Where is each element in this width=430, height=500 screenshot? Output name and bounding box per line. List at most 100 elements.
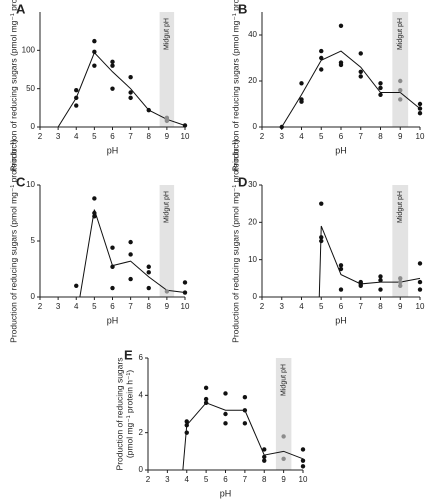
data-point [338, 62, 344, 68]
x-tick-label: 8 [378, 132, 383, 141]
data-point [417, 106, 423, 111]
data-point [92, 196, 97, 201]
data-point [398, 279, 403, 285]
x-tick-label: 10 [416, 132, 425, 141]
x-tick-label: 4 [185, 475, 190, 484]
data-point [279, 124, 284, 130]
data-point [338, 263, 344, 268]
panel: Midgut pH 2 3 4 5 6 7 8 9 10 0 10 20 30 pH Production o… [230, 139, 425, 343]
y-tick-label: 20 [248, 76, 257, 85]
x-tick-label: 4 [74, 302, 79, 311]
data-point [242, 421, 248, 426]
data-point [128, 90, 133, 95]
x-tick-label: 7 [128, 302, 133, 311]
x-tick-label: 2 [38, 132, 43, 141]
y-tick-label: 0 [253, 292, 258, 301]
data-point [184, 430, 189, 435]
x-axis-label: pH [107, 315, 119, 325]
data-point [378, 85, 383, 91]
y-tick-label: 10 [26, 180, 35, 189]
y-tick-label: 0 [139, 465, 144, 474]
y-tick-label: 0 [31, 122, 36, 131]
data-point [182, 280, 188, 285]
data-point [146, 264, 151, 269]
shaded-region [275, 358, 292, 470]
data-point [299, 81, 304, 86]
data-point [203, 385, 209, 391]
shaded-label: Midgut pH [397, 191, 404, 223]
x-tick-label: 3 [280, 302, 285, 311]
data-point [378, 274, 383, 279]
x-tick-label: 7 [243, 475, 248, 484]
x-tick-label: 7 [128, 132, 133, 141]
y-axis-label: Production of reducing sugars (pmol mg⁻¹… [8, 139, 18, 343]
data-point [378, 287, 383, 292]
x-tick-label: 4 [299, 132, 304, 141]
x-axis-label: pH [335, 145, 347, 155]
data-point [184, 419, 189, 424]
data-point [128, 252, 133, 257]
y-tick-label: 20 [248, 217, 257, 226]
x-tick-label: 6 [339, 132, 344, 141]
data-point [319, 55, 324, 61]
data-point [164, 118, 170, 124]
x-tick-label: 10 [181, 302, 190, 311]
data-point [281, 434, 286, 439]
x-tick-label: 10 [416, 302, 425, 311]
x-tick-label: 6 [339, 302, 344, 311]
data-point [319, 235, 324, 240]
data-point [182, 290, 188, 295]
data-point [358, 283, 363, 288]
data-point [338, 23, 344, 28]
data-point [92, 210, 97, 216]
mean-line [57, 51, 186, 128]
data-point [92, 38, 97, 44]
panel: Midgut pH 2 3 4 5 6 7 8 9 10 0 5 10 pH Production of r… [8, 139, 190, 343]
data-point [128, 74, 133, 80]
shaded-label: Midgut pH [164, 18, 171, 50]
data-point [92, 214, 97, 219]
data-point [398, 78, 403, 84]
data-point [281, 456, 286, 461]
x-tick-label: 2 [38, 302, 43, 311]
data-point [262, 454, 267, 460]
data-point [417, 261, 423, 266]
data-point [128, 239, 133, 245]
x-tick-label: 3 [280, 132, 285, 141]
x-tick-label: 8 [262, 475, 267, 484]
x-axis-label: pH [107, 145, 119, 155]
data-point [398, 276, 403, 281]
shaded-label: Midgut pH [397, 18, 404, 50]
data-point [417, 287, 423, 292]
data-point [92, 49, 97, 55]
data-point [184, 423, 189, 428]
y-axis-label: Production of reducing sugars (pmol mg⁻¹… [8, 0, 18, 171]
data-point [300, 458, 306, 463]
data-point [378, 278, 383, 283]
x-tick-label: 2 [260, 132, 265, 141]
x-tick-label: 4 [299, 302, 304, 311]
data-point [146, 107, 151, 113]
y-axis-label: Production of reducing sugars (pmol mg⁻¹… [230, 139, 240, 343]
data-point [223, 411, 228, 417]
panel-label: B [238, 1, 247, 16]
data-point [92, 63, 97, 68]
data-point [262, 458, 267, 463]
shaded-region [159, 12, 175, 127]
data-point [110, 285, 115, 291]
data-point [110, 86, 115, 91]
shaded-region [392, 185, 409, 297]
data-point [110, 59, 115, 65]
y-tick-label: 5 [31, 236, 36, 245]
y-tick-label: 2 [139, 428, 144, 437]
data-point [398, 97, 403, 102]
y-tick-label: 50 [26, 84, 35, 93]
x-tick-label: 5 [204, 475, 209, 484]
data-point [146, 285, 151, 291]
x-tick-label: 5 [92, 132, 97, 141]
data-point [398, 283, 403, 288]
data-point [242, 395, 248, 400]
data-point [299, 99, 304, 104]
